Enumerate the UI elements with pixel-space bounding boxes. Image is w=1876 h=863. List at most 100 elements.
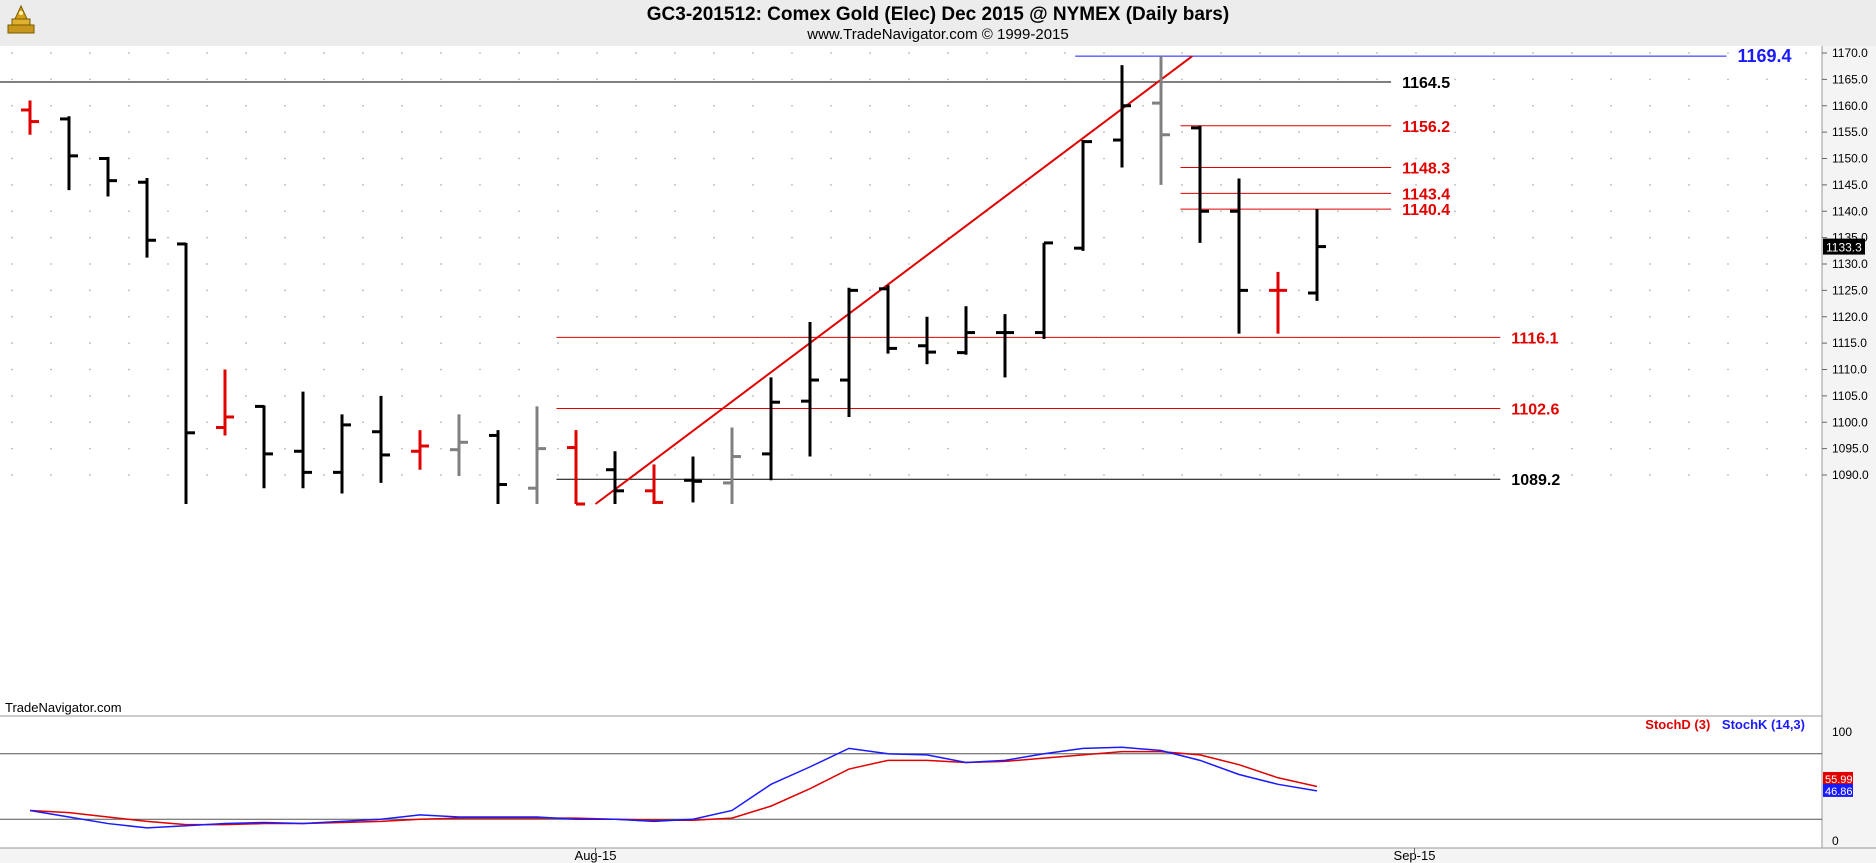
grid-dot [713,263,715,265]
grid-dot [440,157,442,160]
grid-dot [791,157,793,160]
price-tick-label: 1115.0 [1832,336,1867,350]
grid-dot [1220,157,1222,160]
grid-dot [1376,236,1378,239]
ohlc-bar [1035,241,1053,339]
grid-dot [674,421,676,424]
grid-dot [89,342,91,345]
grid-dot [1064,236,1066,239]
grid-dot [1805,421,1807,424]
grid-dot [245,52,247,54]
grid-dot [128,210,130,213]
grid-dot [362,157,364,160]
grid-dot [1025,342,1027,345]
grid-dot [284,157,286,160]
grid-dot [401,52,403,54]
grid-dot [362,78,364,81]
stoch-tick-label: 100 [1832,725,1852,739]
level-label: 1148.3 [1402,160,1450,177]
grid-dot [596,394,598,397]
grid-dot [206,368,208,371]
grid-dot [128,52,130,54]
grid-dot [908,289,910,292]
grid-dot [1337,236,1339,239]
grid-dot [713,183,715,186]
grid-dot [791,394,793,397]
grid-dot [596,368,598,371]
grid-dot [752,104,754,107]
grid-dot [401,315,403,318]
grid-dot [284,52,286,54]
grid-dot [1454,368,1456,371]
grid-dot [674,368,676,371]
grid-dot [1103,183,1105,186]
stoch-k-line [29,746,1318,829]
grid-dot [596,447,598,450]
grid-dot [1337,263,1339,265]
grid-dot [1415,183,1417,186]
grid-dot [206,104,208,107]
grid-dot [791,131,793,134]
grid-dot [1571,236,1573,239]
grid-dot [713,368,715,371]
grid-dot [1649,52,1651,54]
grid-dot [1415,210,1417,213]
grid-dot [1688,131,1690,134]
grid-dot [1181,368,1183,371]
grid-dot [1064,131,1066,134]
grid-dot [323,394,325,397]
grid-dot [206,342,208,345]
grid-dot [1025,236,1027,239]
grid-dot [1181,289,1183,292]
ohlc-bar [840,287,858,417]
grid-dot [791,210,793,213]
grid-dot [1259,368,1261,371]
grid-dot [11,342,13,345]
grid-dot [401,368,403,371]
grid-dot [167,447,169,450]
grid-dot [323,368,325,371]
grid-dot [1610,368,1612,371]
grid-dot [284,131,286,134]
grid-dot [284,315,286,318]
grid-dot [479,368,481,371]
grid-dot [323,78,325,81]
grid-dot [206,52,208,54]
ohlc-bar [879,285,897,354]
grid-dot [167,183,169,186]
ohlc-bar [255,404,273,489]
grid-dot [830,183,832,186]
grid-dot [1610,263,1612,265]
grid-dot [947,78,949,81]
grid-dot [1454,131,1456,134]
grid-dot [1142,368,1144,371]
grid-dot [713,394,715,397]
grid-dot [1376,183,1378,186]
grid-dot [713,157,715,160]
grid-dot [1064,474,1066,476]
grid-dot [1649,421,1651,424]
price-tick-label: 1095.0 [1832,442,1869,456]
grid-dot [635,289,637,292]
grid-dot [908,131,910,134]
grid-dot [1298,421,1300,424]
ohlc-bar [801,322,819,457]
grid-dot [752,474,754,476]
grid-dot [284,342,286,345]
grid-dot [1727,315,1729,318]
grid-dot [986,157,988,160]
grid-dot [1220,421,1222,424]
grid-dot [50,52,52,54]
grid-dot [635,263,637,265]
grid-dot [1298,78,1300,81]
grid-dot [830,289,832,292]
price-tick-label: 1150.0 [1832,152,1868,166]
grid-dot [323,104,325,107]
grid-dot [1415,315,1417,318]
grid-dot [362,263,364,265]
grid-dot [1376,342,1378,345]
ohlc-bar [138,178,156,258]
grid-dot [1259,157,1261,160]
grid-dot [206,447,208,450]
